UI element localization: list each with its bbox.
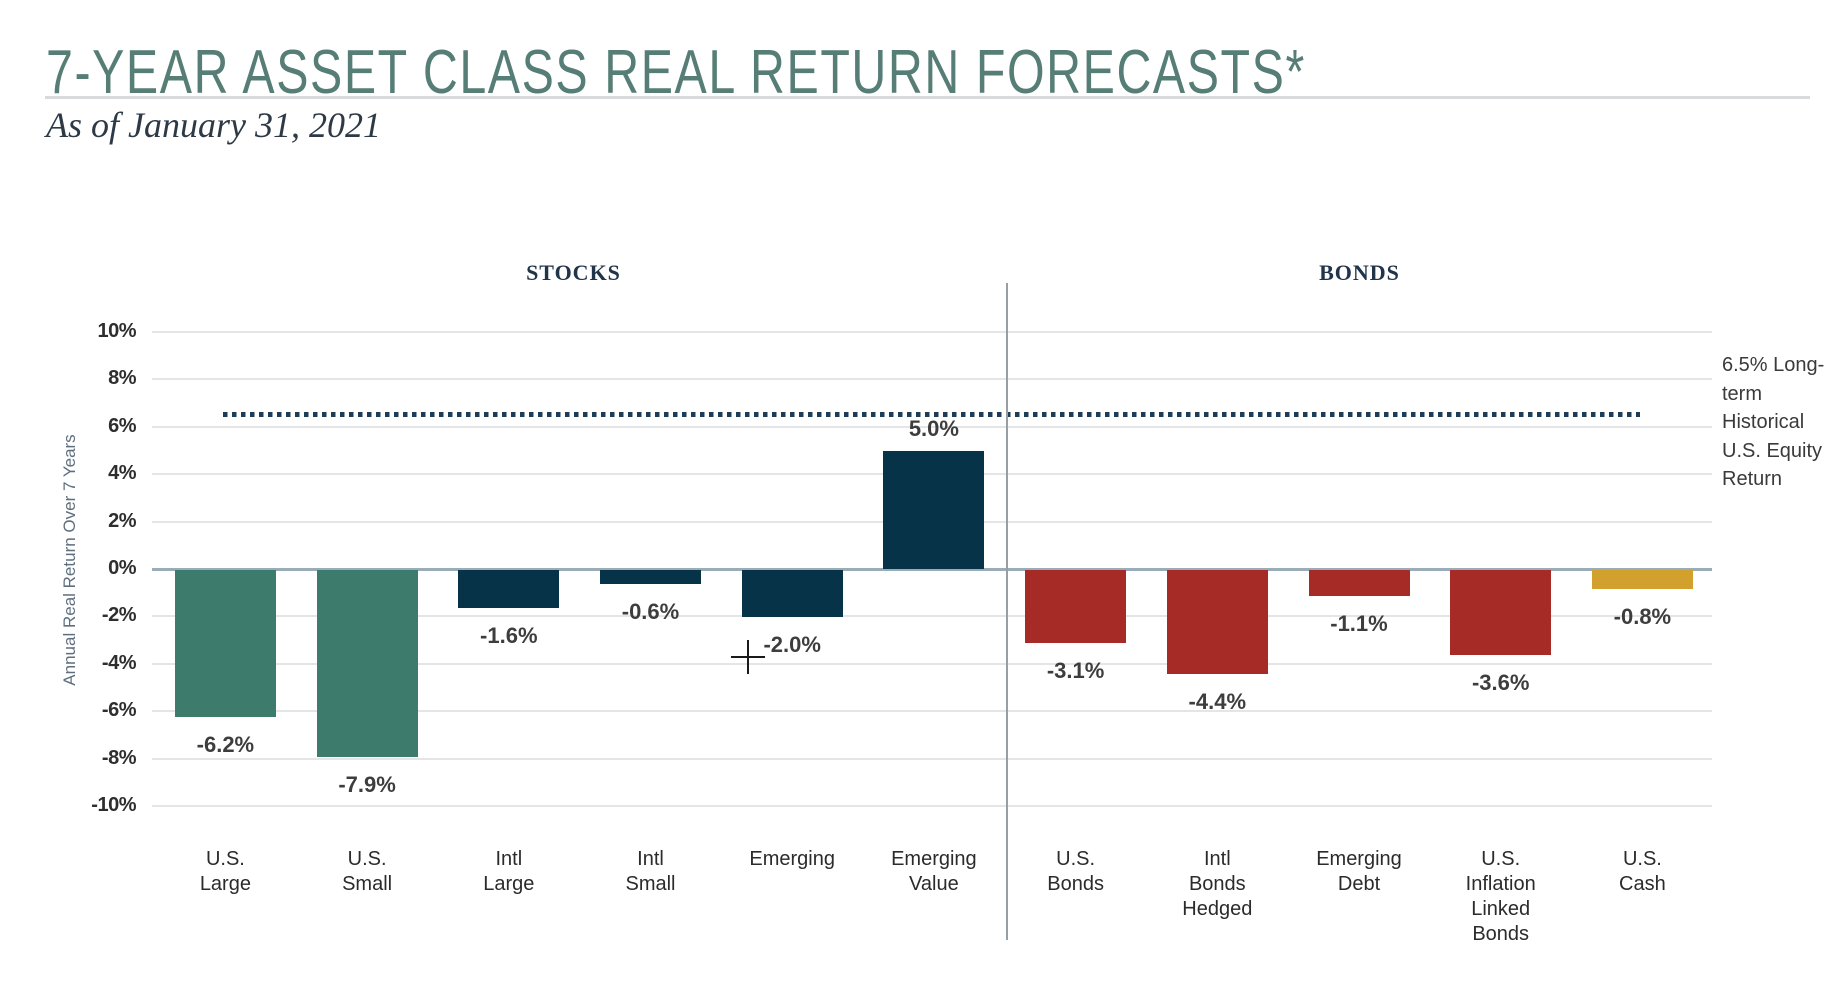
- annotation-line: Return: [1722, 468, 1783, 491]
- value-label: -7.9%: [338, 772, 396, 798]
- category-label-intl-bonds-hedged: Intl Bonds Hedged: [1182, 848, 1253, 920]
- category-label-u-s-inflation-linked-bonds: U.S. Inflation Linked Bonds: [1465, 848, 1536, 945]
- value-label: -0.6%: [621, 599, 680, 625]
- gridline: [152, 331, 1712, 333]
- gridline: [152, 615, 1712, 618]
- stocks-section-header: STOCKS: [526, 260, 621, 285]
- bar-intl-small: [600, 570, 701, 585]
- y-tick-label: -4%: [101, 651, 137, 674]
- category-label-emerging-debt: Emerging Debt: [1316, 848, 1402, 895]
- gridline: [152, 805, 1712, 807]
- title-divider: [45, 96, 1810, 99]
- bar-u-s-inflation-linked-bonds: [1450, 570, 1552, 656]
- y-tick-label: -2%: [101, 604, 137, 627]
- y-tick-label: 6%: [108, 414, 136, 437]
- page-title: 7-YEAR ASSET CLASS REAL RETURN FORECASTS…: [46, 37, 1306, 107]
- y-tick-label: -10%: [91, 794, 136, 816]
- gridline: [152, 662, 1712, 665]
- bar-u-s-small: [316, 570, 418, 758]
- category-label-u-s-small: U.S. Small: [342, 848, 393, 895]
- bar-u-s-cash: [1591, 570, 1693, 589]
- y-tick-label: -8%: [101, 746, 137, 769]
- reference-line-annotation: 6.5% Long-term Historical U.S. Equity Retur…: [1722, 351, 1847, 494]
- bar-u-s-bonds: [1025, 570, 1127, 644]
- gridline: [152, 378, 1712, 381]
- value-label: 5.0%: [908, 415, 959, 441]
- y-tick-label: 0%: [108, 557, 136, 579]
- crosshair-cursor-icon: [747, 640, 749, 674]
- category-label-u-s-large: U.S. Large: [199, 848, 251, 895]
- bar-u-s-large: [174, 570, 276, 717]
- bonds-section-header: BONDS: [1319, 260, 1400, 285]
- value-label: -1.1%: [1330, 611, 1388, 637]
- stocks-bonds-divider-line: [1006, 283, 1008, 940]
- bar-emerging-value: [883, 450, 985, 569]
- value-label: -3.1%: [1046, 658, 1105, 684]
- value-label: -2.0%: [763, 632, 821, 658]
- y-tick-label: 8%: [108, 367, 136, 390]
- gridline: [152, 425, 1712, 428]
- reference-dotted-line: [223, 412, 1640, 418]
- bar-intl-large: [458, 570, 560, 608]
- y-tick-label: 4%: [108, 462, 136, 485]
- y-tick-label: 10%: [97, 320, 136, 342]
- y-tick-label: 2%: [108, 509, 136, 532]
- gridline: [152, 710, 1712, 713]
- as-of-date: As of January 31, 2021: [46, 105, 381, 145]
- category-label-u-s-cash: U.S. Cash: [1619, 848, 1666, 895]
- annotation-line: Historical: [1722, 411, 1805, 434]
- bar-intl-bonds-hedged: [1166, 570, 1268, 675]
- value-label: -3.6%: [1471, 670, 1530, 696]
- bar-emerging: [741, 570, 843, 618]
- category-label-intl-large: Intl Large: [483, 848, 535, 895]
- gridline: [152, 757, 1712, 760]
- value-label: -4.4%: [1188, 689, 1247, 715]
- annotation-line: 6.5% Long-: [1722, 354, 1825, 376]
- value-label: -0.8%: [1613, 603, 1672, 629]
- value-label: -6.2%: [196, 731, 255, 757]
- y-tick-label: -6%: [101, 699, 137, 722]
- category-label-emerging: Emerging: [749, 848, 835, 870]
- annotation-line: term: [1722, 382, 1762, 405]
- bar-emerging-debt: [1308, 570, 1410, 597]
- value-label: -1.6%: [480, 622, 538, 648]
- zero-axis-line: [152, 568, 1712, 571]
- category-label-u-s-bonds: U.S. Bonds: [1047, 848, 1104, 895]
- annotation-line: U.S. Equity: [1722, 439, 1823, 462]
- category-label-intl-small: Intl Small: [625, 848, 676, 895]
- category-label-emerging-value: Emerging Value: [891, 848, 977, 895]
